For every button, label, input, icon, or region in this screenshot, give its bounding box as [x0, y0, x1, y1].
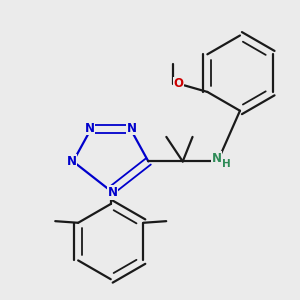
Text: N: N — [67, 155, 76, 168]
Text: O: O — [174, 77, 184, 90]
Text: N: N — [85, 122, 94, 135]
Text: N: N — [107, 186, 117, 199]
Text: N: N — [127, 122, 137, 135]
Text: H: H — [222, 159, 231, 169]
Text: N: N — [212, 152, 221, 165]
